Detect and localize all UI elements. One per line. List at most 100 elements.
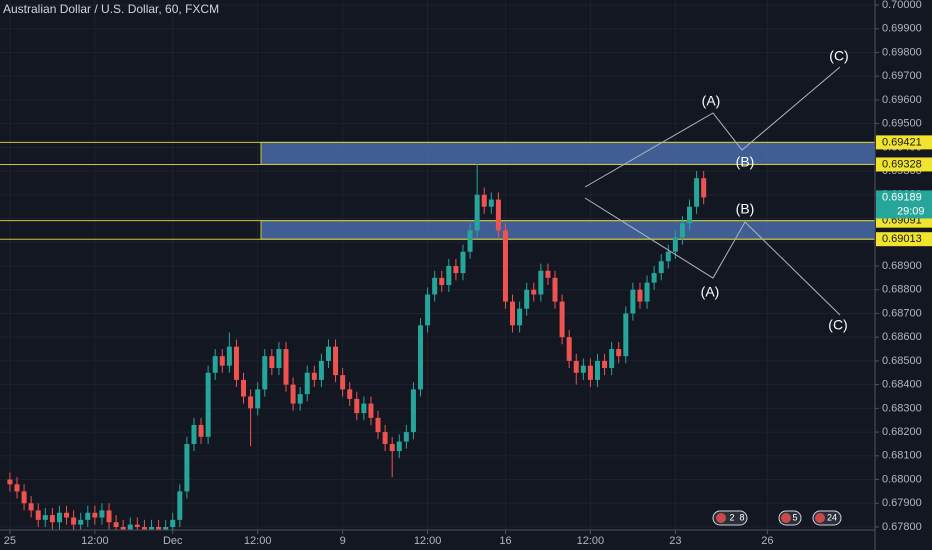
y-tick-label: 0.68100 [882, 450, 922, 462]
candle-body [325, 346, 331, 361]
price-label-box [876, 157, 932, 172]
candle-body [120, 527, 126, 530]
price-label-box [876, 135, 932, 150]
y-tick-label: 0.68800 [882, 284, 922, 296]
y-tick-label: 0.68900 [882, 260, 922, 272]
last-price-box [876, 190, 932, 219]
candle-body [318, 360, 324, 380]
candle-body [474, 194, 480, 231]
y-tick-label: 0.67900 [882, 497, 922, 509]
price-label: 0.69421 [882, 136, 922, 148]
candle-body [156, 527, 162, 530]
candle-body [170, 519, 176, 527]
candle-body [127, 524, 133, 530]
candle-body [35, 510, 41, 520]
candle-body [510, 301, 516, 326]
candle-body [432, 277, 438, 295]
candle-body [488, 199, 494, 207]
x-tick-label: 12:00 [81, 535, 109, 547]
candle-body [14, 484, 20, 492]
candle-body [42, 515, 48, 520]
zone [260, 220, 875, 240]
candle-body [552, 277, 558, 302]
wave-line-upper [584, 66, 841, 188]
y-tick-label: 0.68400 [882, 379, 922, 391]
event-badges: 2 8 5 24 [712, 510, 842, 526]
candle-body [177, 491, 183, 520]
x-tick-label: 12:00 [244, 535, 272, 547]
y-tick-label: 0.68000 [882, 473, 922, 485]
candle-body [113, 522, 119, 527]
y-tick-label: 0.70000 [882, 0, 922, 11]
y-tick-label: 0.69500 [882, 118, 922, 130]
candle-body [467, 230, 473, 252]
candle-body [78, 519, 84, 525]
candle-body [594, 360, 600, 380]
wave-label: (A) [702, 93, 721, 109]
candle-body [425, 294, 431, 326]
candle-body [7, 479, 13, 485]
candle-body [389, 443, 395, 452]
candle-body [687, 206, 693, 224]
candle-body [679, 223, 685, 238]
candle-body [665, 251, 671, 262]
wave-label: (B) [736, 154, 755, 170]
candle-body [580, 365, 586, 373]
flag-icon [716, 513, 726, 523]
y-tick-label: 0.69600 [882, 94, 922, 106]
candle-body [248, 396, 254, 409]
y-tick-label: 0.69800 [882, 46, 922, 58]
candle-body [396, 441, 402, 452]
candle-body [495, 199, 501, 231]
candles [7, 163, 707, 530]
candle-body [694, 178, 700, 207]
y-tick-label: 0.68700 [882, 307, 922, 319]
y-tick-label: 0.68300 [882, 402, 922, 414]
candle-body [354, 398, 360, 414]
candle-body [255, 389, 261, 409]
candle-body [446, 266, 452, 285]
candle-body [262, 356, 268, 390]
candle-body [672, 237, 678, 252]
candle-body [141, 527, 147, 530]
candle-body [276, 349, 282, 369]
candle-body [304, 372, 310, 395]
candle-body [644, 282, 650, 302]
candle-body [226, 346, 232, 366]
candle-body [375, 417, 381, 433]
candle-body [481, 194, 487, 207]
candle-body [290, 384, 296, 404]
candle-body [106, 510, 112, 523]
candle-body [368, 403, 374, 418]
candle-body [531, 289, 537, 295]
candle-body [49, 515, 55, 523]
candle-body [517, 308, 523, 326]
candle-body [602, 360, 608, 369]
chart-title: Australian Dollar / U.S. Dollar, 60, FXC… [3, 2, 219, 16]
wave-label: (A) [701, 284, 720, 300]
wave-label: (B) [736, 201, 755, 217]
candle-body [637, 289, 643, 302]
candle-body [163, 527, 169, 530]
candle-body [658, 261, 664, 274]
y-tick-label: 0.68600 [882, 331, 922, 343]
candle-body [382, 432, 388, 444]
countdown: 29:09 [897, 205, 925, 217]
candle-body [418, 325, 424, 390]
candle-body [616, 349, 622, 357]
candle-body [85, 512, 91, 520]
candle-body [701, 178, 707, 198]
candle-body [184, 443, 190, 492]
candle-body [134, 524, 140, 527]
x-tick-label: 25 [4, 535, 16, 547]
event-count: 8 [739, 512, 744, 522]
candle-body [559, 301, 565, 338]
candle-body [538, 270, 544, 295]
candle-body [573, 360, 579, 373]
candle-body [71, 517, 77, 525]
wave-label: (C) [828, 317, 847, 333]
candle-body [92, 512, 98, 518]
event-count: 24 [827, 512, 837, 522]
event-count: 2 [729, 512, 734, 522]
